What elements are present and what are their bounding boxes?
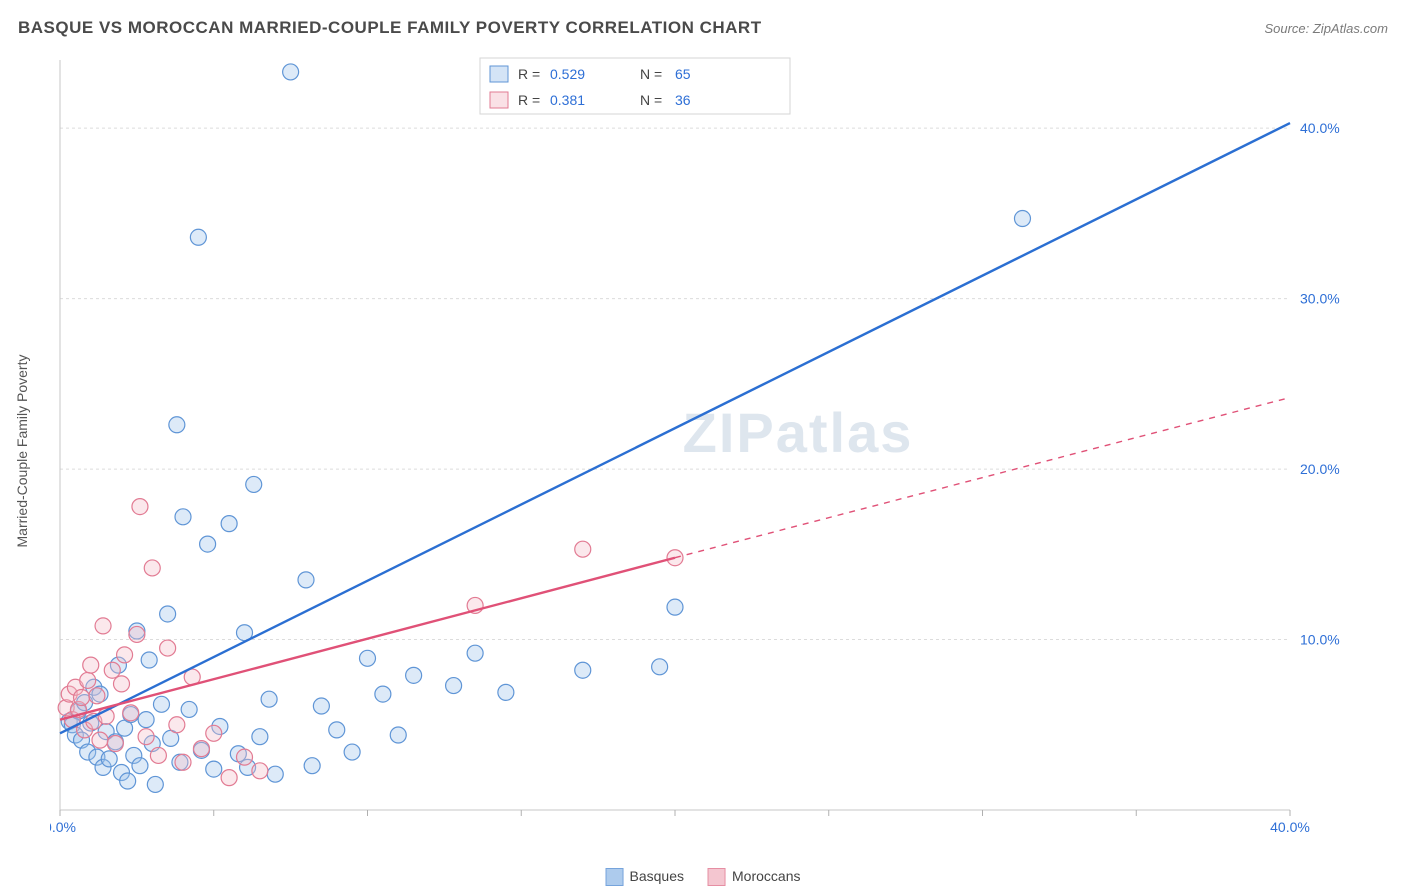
data-point-moroccans — [252, 763, 268, 779]
x-tick-label: 40.0% — [1270, 819, 1310, 835]
data-point-basques — [304, 758, 320, 774]
data-point-basques — [283, 64, 299, 80]
data-point-moroccans — [92, 732, 108, 748]
data-point-moroccans — [160, 640, 176, 656]
y-tick-label: 10.0% — [1300, 632, 1340, 648]
data-point-basques — [446, 678, 462, 694]
data-point-moroccans — [575, 541, 591, 557]
legend-swatch-basques — [606, 868, 624, 886]
data-point-moroccans — [169, 717, 185, 733]
data-point-basques — [169, 417, 185, 433]
data-point-basques — [467, 645, 483, 661]
data-point-basques — [206, 761, 222, 777]
page-title: BASQUE VS MOROCCAN MARRIED-COUPLE FAMILY… — [18, 18, 762, 38]
source-credit: Source: ZipAtlas.com — [1264, 21, 1388, 36]
data-point-basques — [575, 662, 591, 678]
stats-r-value-basques: 0.529 — [550, 66, 585, 82]
data-point-moroccans — [193, 741, 209, 757]
data-point-basques — [200, 536, 216, 552]
data-point-basques — [1014, 211, 1030, 227]
data-point-basques — [153, 696, 169, 712]
data-point-moroccans — [175, 754, 191, 770]
source-name: ZipAtlas.com — [1313, 21, 1388, 36]
source-prefix: Source: — [1264, 21, 1312, 36]
data-point-moroccans — [80, 672, 96, 688]
stats-swatch-moroccans — [490, 92, 508, 108]
data-point-moroccans — [89, 688, 105, 704]
trend-line-basques — [60, 123, 1290, 733]
data-point-moroccans — [129, 626, 145, 642]
data-point-basques — [652, 659, 668, 675]
data-point-basques — [375, 686, 391, 702]
legend-item-moroccans: Moroccans — [708, 868, 800, 886]
data-point-basques — [190, 229, 206, 245]
data-point-basques — [267, 766, 283, 782]
y-tick-label: 40.0% — [1300, 120, 1340, 136]
data-point-basques — [101, 751, 117, 767]
data-point-basques — [252, 729, 268, 745]
watermark: ZIPatlas — [683, 401, 914, 464]
stats-n-value-basques: 65 — [675, 66, 691, 82]
legend-label-basques: Basques — [630, 868, 684, 884]
y-tick-label: 20.0% — [1300, 461, 1340, 477]
data-point-basques — [120, 773, 136, 789]
chart-container: Married-Couple Family Poverty 10.0%20.0%… — [50, 50, 1386, 852]
data-point-moroccans — [74, 690, 90, 706]
stats-r-value-moroccans: 0.381 — [550, 92, 585, 108]
data-point-basques — [175, 509, 191, 525]
y-tick-label: 30.0% — [1300, 291, 1340, 307]
data-point-moroccans — [132, 499, 148, 515]
data-point-basques — [390, 727, 406, 743]
data-point-moroccans — [83, 657, 99, 673]
y-axis-label: Married-Couple Family Poverty — [14, 355, 30, 548]
data-point-basques — [261, 691, 277, 707]
stats-n-label-basques: N = — [640, 66, 662, 82]
legend-item-basques: Basques — [606, 868, 684, 886]
data-point-moroccans — [123, 705, 139, 721]
data-point-moroccans — [221, 770, 237, 786]
data-point-moroccans — [144, 560, 160, 576]
data-point-moroccans — [237, 749, 253, 765]
stats-n-label-moroccans: N = — [640, 92, 662, 108]
legend-swatch-moroccans — [708, 868, 726, 886]
data-point-basques — [360, 650, 376, 666]
x-tick-label: 0.0% — [50, 819, 76, 835]
stats-r-label-basques: R = — [518, 66, 540, 82]
stats-n-value-moroccans: 36 — [675, 92, 691, 108]
data-point-basques — [141, 652, 157, 668]
data-point-moroccans — [114, 676, 130, 692]
data-point-basques — [344, 744, 360, 760]
data-point-basques — [246, 476, 262, 492]
data-point-moroccans — [117, 647, 133, 663]
data-point-basques — [667, 599, 683, 615]
stats-swatch-basques — [490, 66, 508, 82]
data-point-moroccans — [95, 618, 111, 634]
data-point-basques — [313, 698, 329, 714]
data-point-basques — [298, 572, 314, 588]
data-point-basques — [160, 606, 176, 622]
data-point-basques — [132, 758, 148, 774]
data-point-basques — [406, 667, 422, 683]
data-point-basques — [221, 516, 237, 532]
stats-r-label-moroccans: R = — [518, 92, 540, 108]
legend-label-moroccans: Moroccans — [732, 868, 800, 884]
data-point-basques — [138, 712, 154, 728]
data-point-moroccans — [150, 747, 166, 763]
bottom-legend: Basques Moroccans — [606, 868, 801, 886]
data-point-moroccans — [138, 729, 154, 745]
data-point-moroccans — [104, 662, 120, 678]
data-point-basques — [181, 701, 197, 717]
scatter-chart: 10.0% 20.0% 30.0% 40.0% 0.0% 40.0% ZIPatlas R =… — [50, 50, 1360, 840]
data-point-basques — [147, 776, 163, 792]
data-point-basques — [498, 684, 514, 700]
data-point-moroccans — [107, 736, 123, 752]
data-point-moroccans — [206, 725, 222, 741]
data-point-basques — [329, 722, 345, 738]
